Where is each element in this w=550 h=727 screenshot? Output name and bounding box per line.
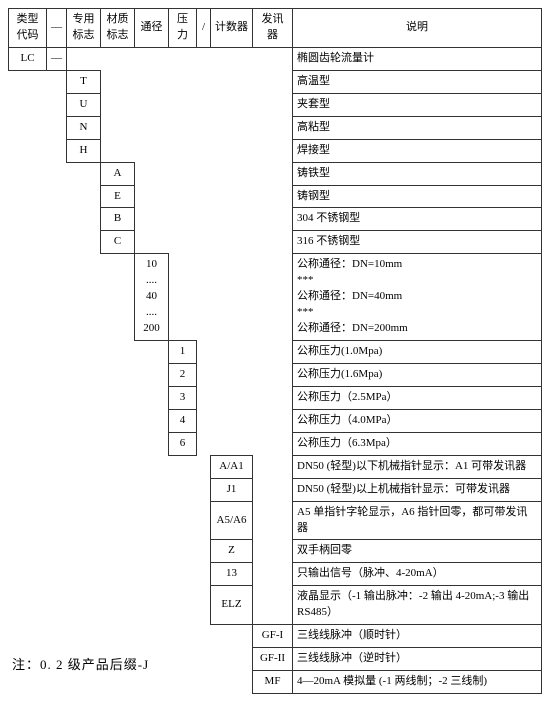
cell-h: H [67,139,101,162]
desc-dn: 公称通径：DN=10mm *** 公称通径：DN=40mm *** 公称通径：D… [293,254,542,341]
cell-p2: 2 [169,363,197,386]
cell-c: C [101,231,135,254]
desc-h: 焊接型 [293,139,542,162]
desc-aa1: DN50 (轻型)以下机械指针显示：A1 可带发讯器 [293,455,542,478]
desc-z: 双手柄回零 [293,540,542,563]
desc-p6: 公称压力（6.3Mpa） [293,432,542,455]
cell-p6: 6 [169,432,197,455]
cell-dash: — [47,47,67,70]
cell-j1: J1 [211,478,253,501]
hdr-material: 材质标志 [101,9,135,48]
desc-a: 铸铁型 [293,162,542,185]
cell-t: T [67,70,101,93]
hdr-pressure: 压力 [169,9,197,48]
row-h: H 焊接型 [9,139,542,162]
cell-dn: 10 .... 40 .... 200 [135,254,169,341]
desc-mf: 4—20mA 模拟量 (-1 两线制；-2 三线制) [293,671,542,694]
cell-a: A [101,162,135,185]
cell-b: B [101,208,135,231]
hdr-desc: 说明 [293,9,542,48]
hdr-dash: — [47,9,67,48]
desc-gf1: 三线线脉冲（顺时针） [293,625,542,648]
desc-j1: DN50 (轻型)以上机械指针显示：可带发讯器 [293,478,542,501]
desc-b: 304 不锈钢型 [293,208,542,231]
desc-e: 铸钢型 [293,185,542,208]
cell-p4: 4 [169,409,197,432]
desc-elz: 液晶显示（-1 输出脉冲：-2 输出 4-20mA;-3 输出 RS485） [293,586,542,625]
cell-p1: 1 [169,341,197,364]
desc-u: 夹套型 [293,93,542,116]
desc-a5a6: A5 单指针字轮显示，A6 指针回零，都可带发讯器 [293,501,542,540]
desc-p1: 公称压力(1.0Mpa) [293,341,542,364]
row-n: N 高粘型 [9,116,542,139]
cell-elz: ELZ [211,586,253,625]
cell-z: Z [211,540,253,563]
cell-lc: LC [9,47,47,70]
hdr-tx: 发讯器 [253,9,293,48]
footnote: 注：0. 2 级产品后缀-J [12,654,542,673]
row-t: T 高温型 [9,70,542,93]
cell-a5a6: A5/A6 [211,501,253,540]
model-selection-table: 类型代码 — 专用标志 材质标志 通径 压力 / 计数器 发讯器 说明 LC —… [8,8,542,694]
cell-gf1: GF-I [253,625,293,648]
hdr-special: 专用标志 [67,9,101,48]
desc-lc: 椭圆齿轮流量计 [293,47,542,70]
cell-mf: MF [253,671,293,694]
cell-u: U [67,93,101,116]
cell-aa1: A/A1 [211,455,253,478]
hdr-slash: / [197,9,211,48]
desc-c: 316 不锈钢型 [293,231,542,254]
desc-p3: 公称压力（2.5MPa） [293,386,542,409]
cell-e: E [101,185,135,208]
cell-n: N [67,116,101,139]
hdr-bore: 通径 [135,9,169,48]
desc-n: 高粘型 [293,116,542,139]
header-row: 类型代码 — 专用标志 材质标志 通径 压力 / 计数器 发讯器 说明 [9,9,542,48]
desc-13: 只输出信号（脉冲、4-20mA） [293,563,542,586]
row-u: U 夹套型 [9,93,542,116]
hdr-type: 类型代码 [9,9,47,48]
cell-p3: 3 [169,386,197,409]
desc-p2: 公称压力(1.6Mpa) [293,363,542,386]
row-lc: LC — 椭圆齿轮流量计 [9,47,542,70]
desc-p4: 公称压力（4.0MPa） [293,409,542,432]
desc-t: 高温型 [293,70,542,93]
cell-13: 13 [211,563,253,586]
hdr-counter: 计数器 [211,9,253,48]
row-a: A 铸铁型 [9,162,542,185]
